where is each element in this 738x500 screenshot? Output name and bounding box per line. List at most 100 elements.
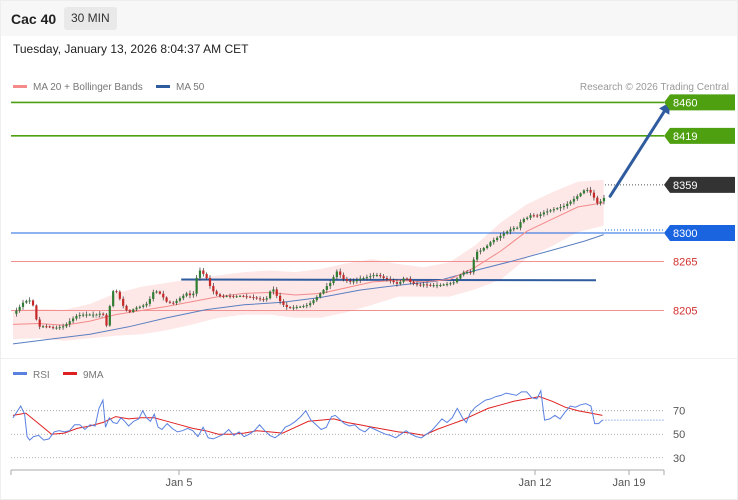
candle-body	[155, 291, 158, 293]
candle-body	[61, 326, 65, 328]
rsi-line	[12, 388, 603, 441]
candle-body	[21, 302, 25, 307]
candle-body	[429, 284, 432, 286]
candle-body	[442, 284, 445, 286]
candle-body	[542, 212, 545, 215]
candle-body	[105, 314, 108, 326]
candle-body	[455, 278, 459, 283]
candle-body	[158, 291, 162, 294]
candle-body	[502, 233, 505, 236]
level-tag-resistance	[664, 94, 735, 111]
candle-body	[425, 284, 429, 286]
candle-body	[385, 278, 389, 280]
candle-body	[482, 247, 485, 251]
candle-body	[332, 277, 335, 284]
candle-body	[506, 231, 509, 234]
candle-body	[265, 298, 268, 300]
candle-body	[319, 293, 322, 297]
candle-body	[215, 291, 218, 295]
level-tag-resistance	[664, 127, 735, 144]
candle-body	[335, 271, 338, 278]
legend-label: MA 20 + Bollinger Bands	[33, 82, 143, 93]
candle-body	[562, 206, 566, 208]
candle-body	[218, 294, 222, 297]
candle-body	[75, 315, 78, 319]
header-bar	[0, 0, 738, 36]
candle-body	[182, 295, 185, 299]
candle-body	[148, 298, 151, 304]
candle-body	[349, 280, 352, 282]
candle-body	[596, 197, 599, 204]
candle-body	[65, 324, 68, 327]
candle-body	[339, 271, 342, 275]
candle-body	[315, 296, 318, 301]
projection-arrow	[608, 104, 670, 198]
candle-body	[212, 286, 215, 292]
candle-body	[28, 300, 31, 302]
candle-body	[559, 207, 562, 209]
rsi-legend-swatch	[63, 372, 77, 375]
candle-body	[48, 326, 51, 328]
candle-body	[599, 201, 602, 204]
candle-body	[516, 227, 519, 229]
timeframe-badge[interactable]: 30 MIN	[64, 7, 117, 30]
candle-body	[165, 297, 168, 302]
candle-body	[135, 307, 138, 310]
candle-body	[389, 279, 392, 281]
candle-body	[292, 307, 295, 309]
candle-body	[375, 274, 379, 276]
candle-body	[549, 210, 552, 212]
candle-body	[228, 295, 232, 297]
candle-body	[379, 274, 382, 277]
candle-body	[342, 274, 345, 279]
candle-body	[285, 304, 288, 308]
candle-body	[355, 280, 358, 282]
candle-body	[359, 278, 362, 281]
candle-body	[402, 278, 405, 282]
candle-body	[248, 296, 252, 298]
candle-body	[412, 281, 415, 284]
candle-body	[592, 192, 596, 198]
candle-body	[362, 278, 365, 280]
candle-body	[78, 315, 81, 317]
candle-body	[302, 306, 305, 308]
candle-body	[299, 306, 302, 308]
candle-body	[496, 237, 499, 240]
candle-body	[526, 217, 529, 219]
level-tag-label: 8419	[673, 131, 697, 143]
level-tag-label: 8460	[673, 97, 697, 109]
level-tag-last	[664, 176, 735, 193]
candle-body	[546, 211, 549, 213]
candle-body	[262, 299, 265, 301]
time-axis-label: Jan 12	[518, 477, 551, 489]
candle-body	[15, 310, 18, 314]
candle-body	[55, 327, 58, 329]
candle-body	[445, 283, 449, 285]
candle-body	[449, 283, 452, 285]
candle-body	[576, 196, 579, 199]
candle-body	[275, 289, 278, 296]
candle-body	[529, 215, 532, 218]
candle-body	[475, 251, 479, 260]
candle-body	[128, 310, 131, 312]
candle-body	[305, 305, 308, 307]
candle-body	[435, 285, 439, 287]
legend-swatch	[156, 85, 170, 88]
time-axis: Jan 5 Jan 12 Jan 19	[10, 469, 665, 489]
candle-body	[71, 318, 75, 322]
candle-body	[499, 235, 502, 238]
candle-body	[192, 293, 195, 296]
candle-body	[422, 284, 425, 286]
candle-body	[556, 208, 559, 210]
ma50-line	[12, 234, 604, 345]
candle-body	[279, 295, 282, 302]
candle-body	[82, 314, 85, 316]
source-credit: Research © 2026 Trading Central	[580, 82, 729, 93]
candle-body	[462, 272, 465, 275]
candle-body	[202, 270, 205, 274]
candle-body	[235, 296, 238, 298]
candle-body	[539, 214, 542, 216]
candle-body	[579, 193, 582, 197]
time-axis-label: Jan 5	[166, 477, 193, 489]
candle-body	[569, 201, 572, 204]
